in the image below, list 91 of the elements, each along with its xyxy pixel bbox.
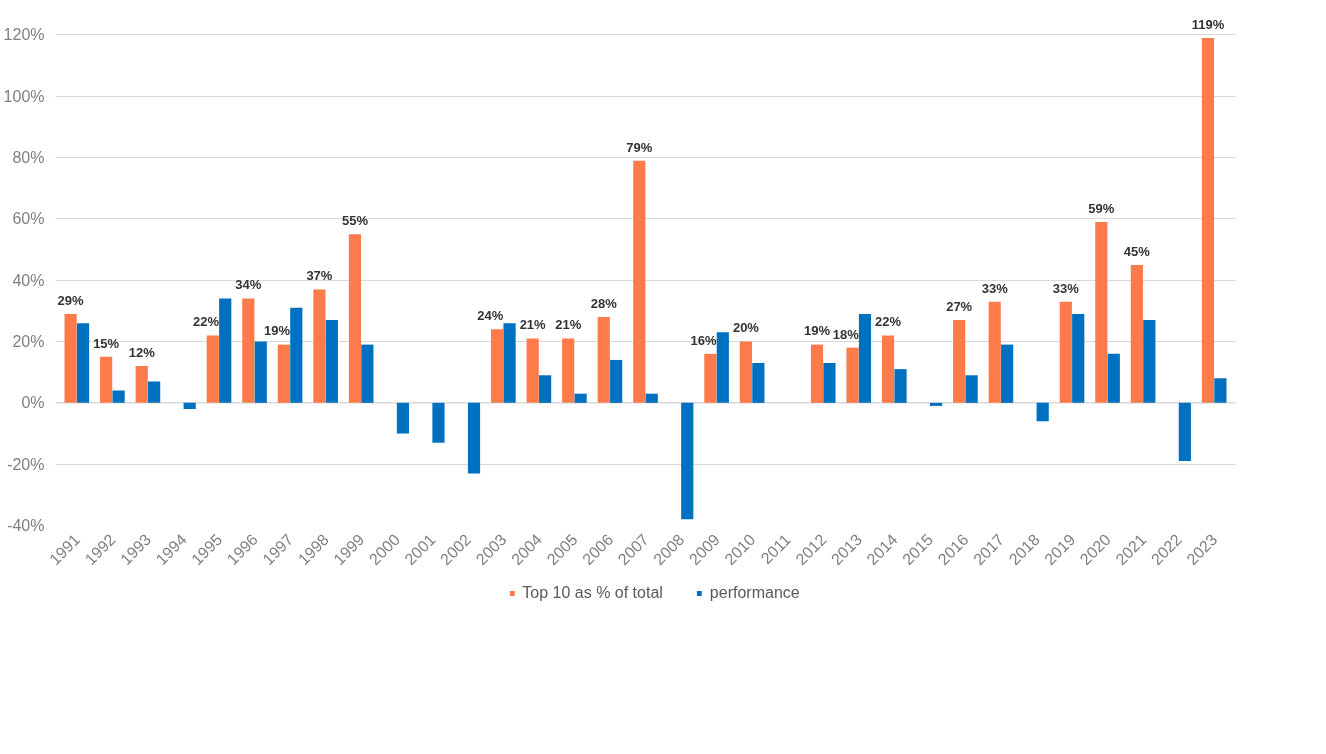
bar [810, 344, 824, 403]
bar [858, 313, 872, 403]
bar [432, 402, 445, 443]
bar [219, 298, 232, 403]
bar [396, 402, 410, 434]
data-label: 59% [1088, 200, 1115, 216]
bar [965, 375, 978, 403]
y-tick-label: 0% [21, 394, 45, 412]
bar [1201, 38, 1215, 403]
bar [64, 313, 77, 403]
data-label: 19% [264, 323, 291, 339]
bar [325, 320, 338, 403]
bar [681, 402, 694, 520]
bar [562, 338, 575, 403]
bar [1214, 378, 1227, 403]
data-label: 33% [981, 280, 1009, 296]
data-label: 21% [555, 317, 582, 333]
bar [929, 402, 943, 406]
bar [1178, 402, 1191, 462]
y-tick-label: 60% [12, 210, 45, 228]
bar [135, 366, 148, 403]
bar [526, 338, 539, 403]
bar [846, 347, 859, 403]
bar [823, 363, 836, 403]
bar [1036, 402, 1049, 422]
bar [76, 323, 90, 403]
data-label: 33% [1052, 280, 1080, 296]
data-label: 19% [803, 323, 831, 339]
data-label: 37% [306, 268, 333, 284]
bar [894, 369, 907, 403]
bar [290, 307, 303, 403]
bar [467, 402, 481, 474]
bar [1095, 221, 1108, 403]
y-tick-label: 120% [3, 26, 45, 44]
bar [716, 332, 729, 403]
data-label: 29% [57, 292, 85, 308]
bar [112, 390, 125, 403]
bar [881, 335, 895, 403]
y-tick-label: 40% [12, 271, 45, 289]
bar [1072, 313, 1085, 403]
bar [633, 160, 646, 403]
bar [183, 402, 196, 409]
data-label: 21% [519, 317, 547, 333]
data-label: 79% [626, 139, 653, 155]
bar [1130, 264, 1143, 403]
y-tick-label: -20% [7, 455, 45, 473]
data-label: 27% [946, 298, 973, 314]
bar [277, 344, 290, 403]
data-label: 16% [690, 332, 718, 348]
bar [148, 381, 161, 403]
y-tick-label: -40% [7, 517, 45, 534]
bar [100, 356, 113, 403]
y-tick-label: 20% [12, 333, 45, 351]
data-label: 45% [1123, 243, 1151, 259]
data-label: 22% [192, 314, 220, 330]
bar [361, 344, 374, 403]
bar [752, 363, 765, 403]
bar [348, 234, 362, 403]
bar [1001, 344, 1014, 403]
y-tick-label: 100% [3, 87, 45, 105]
bar [597, 317, 610, 403]
bar [704, 353, 717, 403]
bar [610, 359, 623, 403]
bar [242, 298, 255, 403]
data-label: 55% [341, 213, 369, 229]
data-label: 22% [875, 314, 902, 330]
bar [645, 393, 658, 403]
bar [1143, 320, 1156, 403]
bar [539, 375, 552, 403]
bar [574, 393, 587, 403]
legend-label: performance [709, 584, 800, 602]
bar [1107, 353, 1120, 403]
legend-label: Top 10 as % of total [522, 584, 663, 602]
data-label: 15% [93, 335, 120, 351]
bar [313, 289, 326, 403]
data-label: 20% [732, 320, 760, 336]
bar [503, 323, 516, 403]
data-label: 34% [235, 277, 262, 293]
data-label: 24% [477, 308, 504, 324]
data-label: 18% [832, 326, 860, 342]
bar [988, 301, 1001, 403]
bar [206, 335, 219, 403]
data-label: 12% [128, 344, 156, 360]
bar [953, 320, 966, 403]
bar [739, 341, 752, 403]
bar [491, 329, 504, 403]
bar [1059, 301, 1072, 403]
bar [254, 341, 267, 403]
y-tick-label: 80% [12, 149, 45, 167]
data-label: 119% [1191, 16, 1225, 32]
data-label: 28% [590, 295, 618, 311]
